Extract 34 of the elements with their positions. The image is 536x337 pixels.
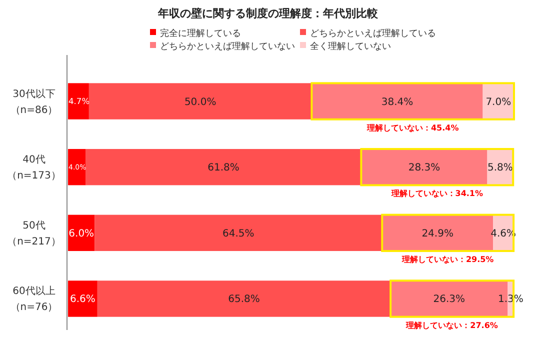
annotation: 理解していない：34.1%	[390, 189, 484, 198]
bar	[68, 280, 98, 317]
annotation: 理解していない：27.6%	[405, 320, 498, 330]
data-label: 50.0%	[184, 96, 216, 108]
bar	[68, 148, 86, 186]
annotation: 理解していない：29.5%	[400, 255, 494, 264]
legend-label: どちらかといえば理解している	[310, 28, 436, 39]
data-label: 28.3%	[408, 162, 440, 174]
y-tick-label: 60代以上（n=76）	[10, 285, 58, 314]
data-label: 38.4%	[381, 96, 414, 108]
data-label: 24.9%	[422, 228, 454, 240]
legend-label: 全く理解していない	[310, 41, 391, 52]
annotation: 理解していない：45.4%	[366, 123, 459, 132]
chart-title: 年収の壁に関する制度の理解度：年代別比較	[157, 7, 379, 20]
legend-label: どちらかといえば理解していない	[160, 41, 295, 52]
data-label: 4.7%	[68, 96, 90, 106]
bar	[86, 148, 362, 186]
bar	[97, 280, 391, 317]
data-label: 65.8%	[228, 294, 260, 306]
data-label: 6.6%	[70, 294, 96, 306]
bar	[68, 83, 89, 120]
data-label: 6.0%	[68, 228, 94, 240]
data-label: 64.5%	[222, 228, 254, 240]
y-tick-label: 30代以下（n=86）	[10, 88, 58, 116]
data-label: 7.0%	[486, 96, 512, 108]
bar	[94, 214, 382, 252]
bar	[88, 83, 312, 120]
data-label: 61.8%	[208, 162, 240, 174]
legend-label: 完全に理解している	[160, 28, 241, 39]
y-tick-label: 50代（n=217）	[7, 220, 61, 248]
bar	[312, 83, 483, 120]
y-tick-label: 40代（n=173）	[7, 154, 61, 182]
bar	[361, 148, 488, 186]
data-label: 26.3%	[433, 294, 466, 306]
